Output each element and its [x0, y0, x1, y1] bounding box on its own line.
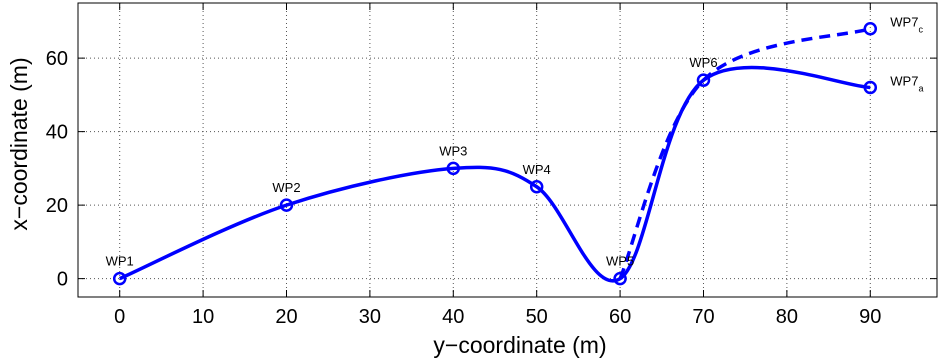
- x-tick-label: 40: [442, 306, 464, 328]
- waypoint-marker: [112, 271, 127, 286]
- waypoint-label: WP4: [523, 162, 551, 177]
- x-tick-label: 60: [609, 306, 631, 328]
- waypoint-label: WP7a: [890, 74, 923, 94]
- waypoint-marker: [613, 271, 627, 286]
- x-tick-label: 0: [114, 306, 125, 328]
- waypoint-markers: [112, 21, 878, 286]
- waypoint-marker: [279, 198, 294, 212]
- x-tick-label: 10: [192, 306, 214, 328]
- series-group: [118, 27, 871, 283]
- grid: [78, 3, 937, 297]
- x-tick-label: 20: [275, 306, 297, 328]
- y-axis-title: x−coordinate (m): [6, 57, 32, 230]
- waypoint-marker: [863, 21, 878, 36]
- waypoint-label: WP2: [272, 180, 300, 195]
- y-tick-label: 0: [57, 269, 68, 291]
- waypoint-marker: [696, 73, 711, 87]
- series-line-solid: [118, 65, 871, 283]
- waypoint-marker: [863, 80, 878, 95]
- x-tick-label: 70: [692, 306, 714, 328]
- waypoint-marker: [446, 161, 461, 176]
- waypoint-labels: WP1 WP2 WP3 WP4 WP5 WP6 WP7c WP7a: [106, 15, 924, 269]
- x-axis-title: y−coordinate (m): [433, 332, 606, 358]
- x-tick-label: 30: [359, 306, 381, 328]
- series-line-dashed: [618, 27, 871, 280]
- x-tick-label: 90: [859, 306, 881, 328]
- y-tick-label: 40: [46, 122, 68, 144]
- axis-ticks: 0 10 20 30 40 50 60 70 80 90 0 20 40 60: [46, 3, 937, 328]
- plot-frame: [77, 2, 938, 298]
- waypoint-label: WP6: [689, 55, 717, 70]
- waypoint-label: WP3: [439, 143, 467, 158]
- waypoint-marker: [529, 180, 544, 194]
- waypoint-label: WP5: [606, 254, 634, 269]
- waypoint-label: WP7c: [890, 15, 923, 35]
- x-tick-label: 50: [526, 306, 548, 328]
- x-tick-label: 80: [776, 306, 798, 328]
- waypoint-label: WP1: [106, 254, 134, 269]
- y-tick-label: 60: [46, 48, 68, 70]
- y-tick-label: 20: [46, 195, 68, 217]
